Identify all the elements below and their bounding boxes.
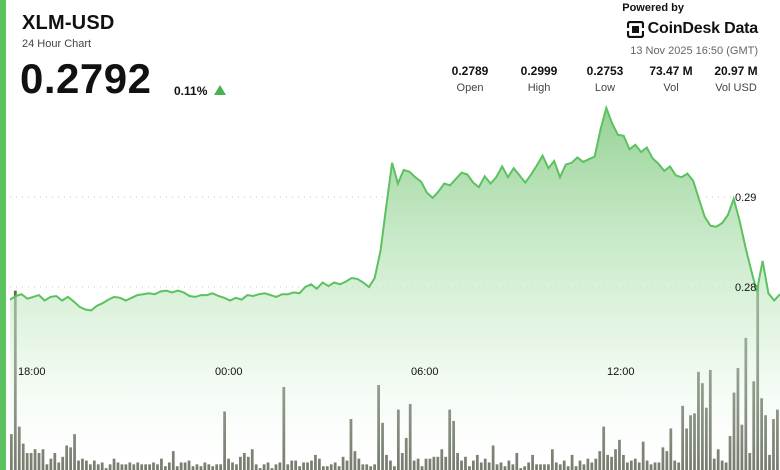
brand-logo[interactable]: CoinDesk Data <box>626 20 759 38</box>
x-tick-label: 06:00 <box>411 366 439 378</box>
stat-vol-usd-label: Vol USD <box>715 82 757 94</box>
stat-vol-label: Vol <box>663 82 679 94</box>
stat-open-value: 0.2789 <box>451 64 489 78</box>
stat-high-value: 0.2999 <box>520 64 558 78</box>
symbol-title: XLM-USD <box>22 12 115 34</box>
stat-low-value: 0.2753 <box>586 64 624 78</box>
up-arrow-icon <box>214 85 226 95</box>
stat-vol: 73.47 M Vol <box>639 64 703 94</box>
axis-labels: 0.29 0.28 18:00 00:00 06:00 12:00 <box>18 192 756 378</box>
timestamp: 13 Nov 2025 16:50 (GMT) <box>630 45 758 57</box>
price-line <box>9 104 780 312</box>
x-tick-label: 12:00 <box>607 366 635 378</box>
stat-low-label: Low <box>594 82 616 94</box>
powered-by-label: Powered by <box>622 2 684 14</box>
coindesk-logo-icon <box>626 20 644 38</box>
y-tick-label: 0.28 <box>735 282 756 294</box>
stat-vol-usd-value: 20.97 M <box>714 64 758 78</box>
x-tick-label: 00:00 <box>215 366 243 378</box>
stat-high: 0.2999 High <box>507 64 571 94</box>
stat-open-label: Open <box>456 82 484 94</box>
stat-vol-value: 73.47 M <box>649 64 693 78</box>
price-area <box>10 107 780 470</box>
stat-open: 0.2789 Open <box>438 64 502 94</box>
stat-vol-usd: 20.97 M Vol USD <box>704 64 768 94</box>
stat-low: 0.2753 Low <box>573 64 637 94</box>
chart-subtitle: 24 Hour Chart <box>22 38 92 50</box>
stat-high-label: High <box>527 82 551 94</box>
current-price: 0.2792 <box>20 55 152 102</box>
change-percent: 0.11% <box>174 84 208 98</box>
y-tick-label: 0.29 <box>735 192 756 204</box>
x-tick-label: 18:00 <box>18 366 46 378</box>
brand-name: CoinDesk Data <box>647 20 759 37</box>
accent-bar <box>0 0 6 470</box>
